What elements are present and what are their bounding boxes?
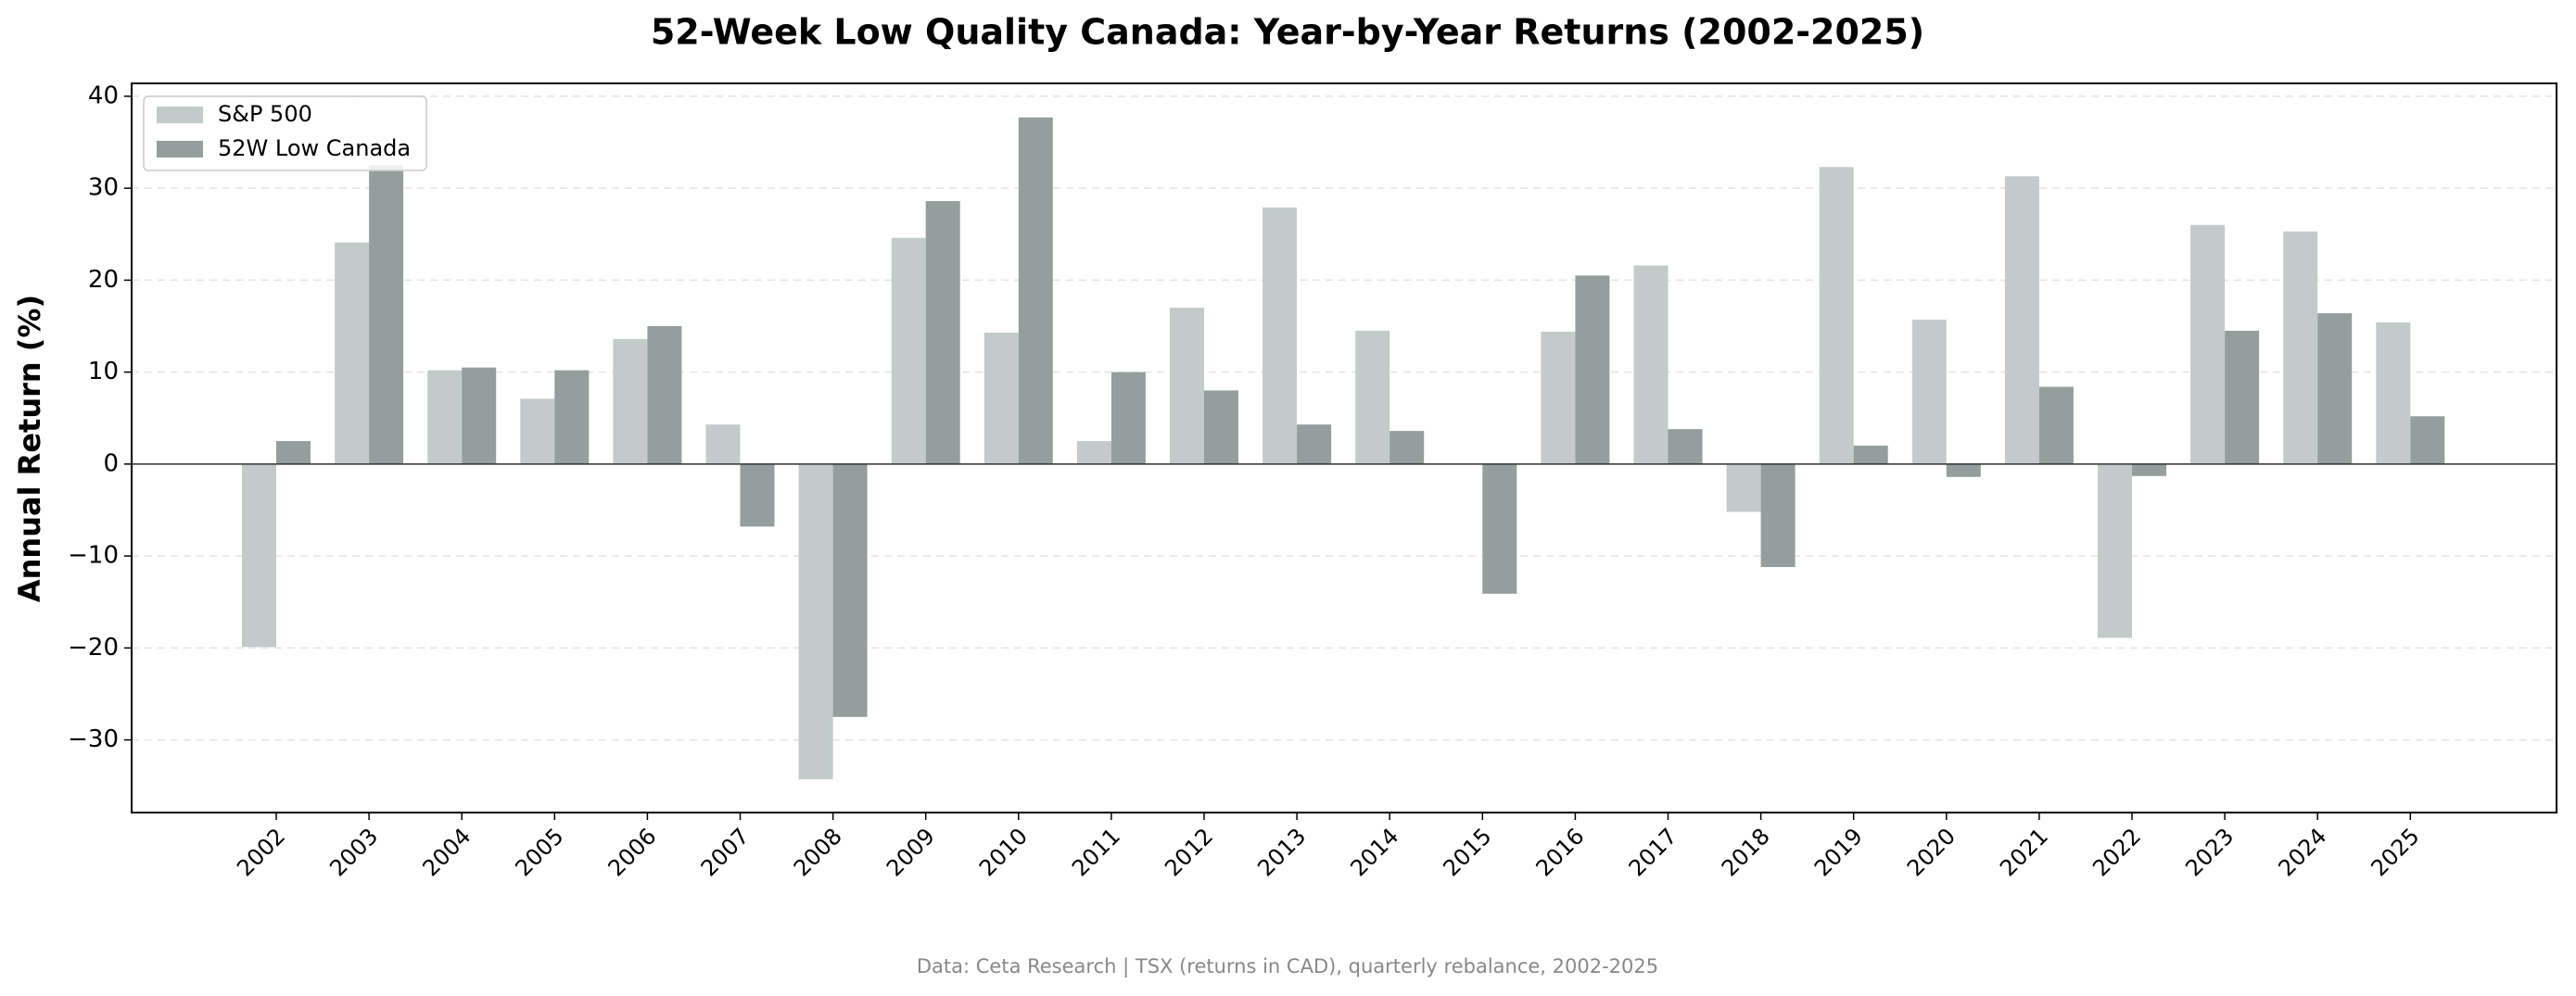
y-tick-label: 40: [88, 82, 119, 109]
bar: [1355, 330, 1390, 464]
y-axis-label: Annual Return (%): [12, 295, 47, 602]
bar: [1633, 265, 1669, 464]
bar: [1204, 390, 1238, 464]
bar: [613, 338, 648, 464]
legend-swatch: [157, 141, 203, 158]
x-tick-label: 2015: [1439, 823, 1497, 881]
x-tick-label: 2011: [1067, 823, 1125, 881]
x-tick-label: 2019: [1809, 823, 1868, 881]
bar: [891, 237, 926, 464]
bar: [2190, 224, 2226, 464]
x-tick-label: 2002: [232, 823, 290, 881]
x-tick-label: 2014: [1345, 823, 1403, 881]
legend-swatch: [157, 107, 203, 123]
bar: [740, 463, 775, 527]
chart-title: 52-Week Low Quality Canada: Year-by-Year…: [651, 12, 1924, 53]
x-tick-label: 2012: [1160, 823, 1218, 881]
bar: [1726, 463, 1761, 512]
y-tick-label: 20: [88, 266, 119, 294]
bar: [242, 463, 276, 648]
bar: [1760, 463, 1796, 568]
bar: [832, 463, 868, 717]
bar: [1819, 167, 1854, 464]
x-tick-label: 2003: [324, 823, 383, 881]
bar: [2132, 463, 2166, 476]
bar: [2004, 176, 2039, 464]
bar: [2376, 322, 2411, 464]
bar: [1482, 463, 1517, 594]
bar: [369, 165, 404, 464]
legend-label: 52W Low Canada: [218, 135, 411, 161]
bar: [1541, 331, 1576, 464]
bar: [1297, 424, 1332, 464]
x-tick-label: 2005: [511, 823, 569, 881]
bar: [1946, 463, 1981, 477]
x-tick-label: 2021: [1995, 823, 2053, 881]
plot-frame: [131, 82, 2557, 813]
bar: [2098, 463, 2132, 638]
x-tick-label: 2024: [2273, 823, 2331, 881]
y-tick-label: −10: [68, 542, 119, 570]
bar: [427, 370, 463, 464]
bar: [554, 370, 590, 464]
bar: [1263, 207, 1298, 464]
x-tick-label: 2010: [974, 823, 1033, 881]
bar: [647, 326, 682, 464]
bar: [2225, 330, 2260, 464]
bar: [983, 332, 1019, 464]
bar: [1911, 320, 1947, 464]
bar: [520, 398, 555, 464]
x-tick-label: 2006: [603, 823, 662, 881]
bar: [1575, 275, 1610, 464]
y-tick-label: 0: [103, 449, 119, 477]
x-tick-label: 2009: [882, 823, 940, 881]
bar: [1390, 431, 1425, 464]
x-tick-label: 2022: [2087, 823, 2146, 881]
x-tick-label: 2016: [1531, 823, 1590, 881]
bar: [1170, 308, 1204, 464]
y-tick-label: 10: [88, 358, 119, 385]
legend: S&P 500 52W Low Canada: [143, 95, 427, 171]
bar: [2283, 231, 2318, 464]
bar: [798, 463, 833, 780]
bar: [1668, 429, 1703, 464]
legend-label: S&P 500: [218, 101, 312, 127]
bar: [1076, 441, 1111, 464]
bar: [2317, 313, 2353, 464]
footnote: Data: Ceta Research | TSX (returns in CA…: [917, 955, 1658, 978]
x-tick-label: 2004: [417, 823, 476, 881]
y-tick-label: −30: [68, 725, 119, 753]
x-tick-label: 2018: [1717, 823, 1775, 881]
bar: [276, 441, 311, 464]
bar: [925, 201, 960, 464]
x-tick-label: 2007: [696, 823, 755, 881]
y-tick-label: 30: [88, 174, 119, 202]
bar: [335, 242, 370, 464]
x-tick-label: 2013: [1252, 823, 1311, 881]
x-tick-label: 2017: [1624, 823, 1682, 881]
y-tick-label: −20: [68, 634, 119, 662]
bar: [462, 367, 497, 464]
bar: [705, 424, 741, 464]
x-tick-label: 2023: [2180, 823, 2239, 881]
bar: [1018, 117, 1053, 464]
bar: [1853, 446, 1888, 464]
bar: [2038, 386, 2074, 464]
bar: [2410, 416, 2445, 464]
x-tick-label: 2008: [789, 823, 847, 881]
x-tick-label: 2020: [1902, 823, 1961, 881]
bar: [1110, 372, 1146, 464]
x-tick-label: 2025: [2367, 823, 2425, 881]
legend-box: [143, 95, 427, 171]
